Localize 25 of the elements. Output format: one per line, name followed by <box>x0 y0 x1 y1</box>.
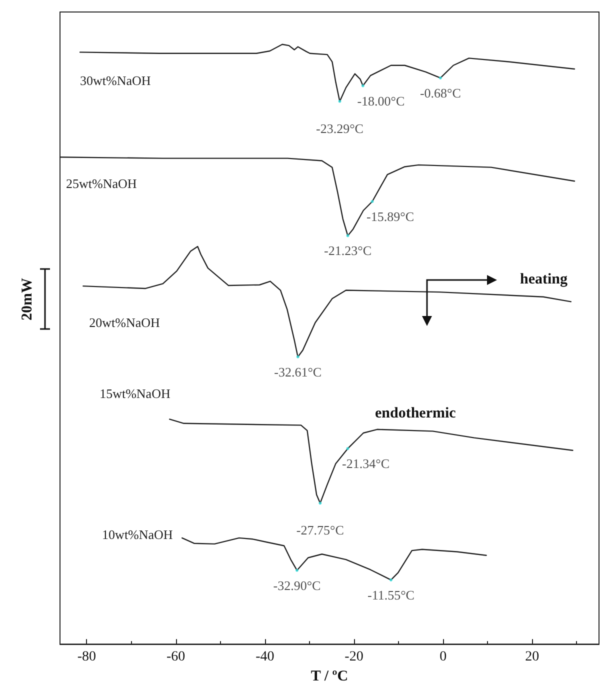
x-axis-title: T / ºC <box>310 668 348 684</box>
annotation: endothermic <box>375 406 456 422</box>
x-tick-label: 0 <box>440 650 447 665</box>
annotation: -32.61°C <box>274 364 322 380</box>
annotation: -18.00°C <box>357 93 405 108</box>
x-tick-label: -40 <box>256 650 274 665</box>
annotation: -21.23°C <box>324 243 372 258</box>
annotation: -27.75°C <box>296 522 344 538</box>
series-label: 10wt%NaOH <box>102 526 173 542</box>
x-tick-label: 20 <box>525 650 540 665</box>
series-label: 15wt%NaOH <box>100 386 170 402</box>
text: 20wt%NaOH <box>89 315 160 330</box>
annotation: -15.89°C <box>366 209 414 224</box>
x-tick-label: -60 <box>166 650 186 665</box>
x-tick-label: -80 <box>77 650 96 665</box>
annotation: -32.90°C <box>273 578 321 593</box>
annotation: -0.68°C <box>420 85 461 100</box>
y-axis-title: 20mW <box>20 278 36 320</box>
series-label: 30wt%NaOH <box>80 73 151 88</box>
annotation: -21.34°C <box>342 456 390 472</box>
annotation: heating <box>520 272 568 288</box>
series-label: 25wt%NaOH <box>66 176 137 192</box>
annotation: -23.29°C <box>316 120 364 136</box>
x-tick-label: -20 <box>344 650 364 665</box>
annotation: -11.55°C <box>367 587 414 602</box>
